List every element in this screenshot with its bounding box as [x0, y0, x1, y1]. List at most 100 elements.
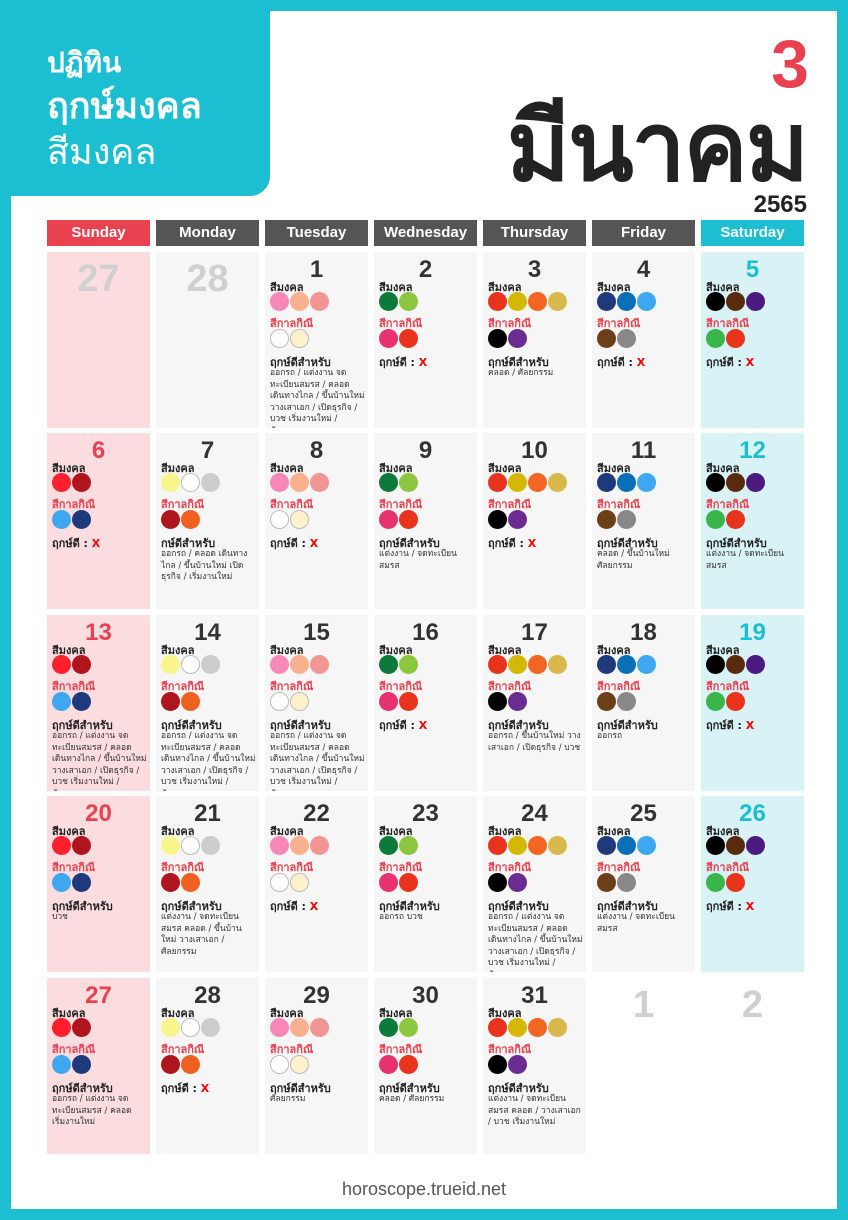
day-cell[interactable]: 28 สีมงคล สีกาลกิณี ฤกษ์ดี : X — [156, 978, 259, 1154]
color-swatch — [597, 473, 616, 492]
color-swatch — [726, 329, 745, 348]
lucky-color-swatches — [597, 836, 656, 855]
color-swatch — [706, 473, 725, 492]
day-cell[interactable]: 30 สีมงคล สีกาลกิณี ฤกษ์ดีสำหรับ คลอด / ศัลย… — [374, 978, 477, 1154]
color-swatch — [161, 1018, 180, 1037]
day-cell[interactable]: 22 สีมงคล สีกาลกิณี ฤกษ์ดี : X — [265, 796, 368, 972]
color-swatch — [181, 692, 200, 711]
auspicious-activities: แต่งงาน / จดทะเบียนสมรส คลอด / ขึ้นบ้านใ… — [161, 912, 242, 957]
day-number: 2 — [741, 984, 764, 1026]
day-cell[interactable]: 18 สีมงคล สีกาลกิณี ฤกษ์ดีสำหรับ ออกรถ — [592, 615, 695, 791]
lucky-color-swatches — [706, 836, 765, 855]
footer-url[interactable]: horoscope.trueid.net — [341, 1179, 507, 1199]
color-swatch — [617, 329, 636, 348]
color-swatch — [52, 1055, 71, 1074]
color-swatch — [52, 692, 71, 711]
lucky-color-swatches — [270, 655, 329, 674]
day-cell[interactable]: 9 สีมงคล สีกาลกิณี ฤกษ์ดีสำหรับ แต่งงาน / จด… — [374, 433, 477, 609]
color-swatch — [746, 836, 765, 855]
day-cell[interactable]: 27 สีมงคล สีกาลกิณี ฤกษ์ดีสำหรับ ออกรถ / แต่… — [47, 978, 150, 1154]
color-swatch — [72, 1055, 91, 1074]
day-cell[interactable]: 3 สีมงคล สีกาลกิณี ฤกษ์ดีสำหรับ คลอด / ศัลยก… — [483, 252, 586, 428]
unlucky-color-swatches — [597, 329, 636, 348]
day-cell[interactable]: 2 สีมงคล สีกาลกิณี ฤกษ์ดี : X — [374, 252, 477, 428]
color-swatch — [181, 873, 200, 892]
day-cell[interactable]: 12 สีมงคล สีกาลกิณี ฤกษ์ดีสำหรับ แต่งงาน / จ… — [701, 433, 804, 609]
day-cell[interactable]: 13 สีมงคล สีกาลกิณี ฤกษ์ดีสำหรับ ออกรถ / แต่… — [47, 615, 150, 791]
day-cell[interactable]: 4 สีมงคล สีกาลกิณี ฤกษ์ดี : X — [592, 252, 695, 428]
color-swatch — [528, 836, 547, 855]
day-cell[interactable]: 16 สีมงคล สีกาลกิณี ฤกษ์ดี : X — [374, 615, 477, 791]
auspicious-activities: ออกรถ บวช — [379, 912, 423, 922]
unlucky-color-label: สีกาลกิณี — [488, 1043, 532, 1056]
day-cell[interactable]: 23 สีมงคล สีกาลกิณี ฤกษ์ดีสำหรับ ออกรถ บวช — [374, 796, 477, 972]
day-cell[interactable]: 14 สีมงคล สีกาลกิณี ฤกษ์ดีสำหรับ ออกรถ / แต่… — [156, 615, 259, 791]
day-number: 10 — [521, 437, 548, 464]
color-swatch — [399, 655, 418, 674]
unlucky-color-label: สีกาลกิณี — [161, 680, 205, 693]
day-cell[interactable]: 2 — [701, 978, 804, 1154]
color-swatch — [290, 655, 309, 674]
lucky-color-label: สีมงคล — [706, 644, 740, 657]
weekday-header-friday: Friday — [592, 220, 695, 246]
day-cell[interactable]: 11 สีมงคล สีกาลกิณี ฤกษ์ดีสำหรับ คลอด / ขึ้น… — [592, 433, 695, 609]
unlucky-color-label: สีกาลกิณี — [270, 317, 314, 330]
auspicious-label: ฤกษ์ดีสำหรับ — [52, 1082, 113, 1095]
day-cell[interactable]: 17 สีมงคล สีกาลกิณี ฤกษ์ดีสำหรับ ออกรถ / ขึ้… — [483, 615, 586, 791]
unlucky-color-swatches — [270, 329, 309, 348]
lucky-color-swatches — [379, 1018, 418, 1037]
day-cell[interactable]: 21 สีมงคล สีกาลกิณี ฤกษ์ดีสำหรับ แต่งงาน / จ… — [156, 796, 259, 972]
day-cell[interactable]: 10 สีมงคล สีกาลกิณี ฤกษ์ดี : X — [483, 433, 586, 609]
color-swatch — [290, 292, 309, 311]
lucky-color-label: สีมงคล — [488, 462, 522, 475]
color-swatch — [746, 655, 765, 674]
lucky-color-label: สีมงคล — [706, 462, 740, 475]
day-cell[interactable]: 1 สีมงคล สีกาลกิณี ฤกษ์ดีสำหรับ ออกรถ / แต่ง… — [265, 252, 368, 428]
lucky-color-swatches — [270, 1018, 329, 1037]
day-number: 31 — [521, 982, 548, 1009]
day-cell[interactable]: 26 สีมงคล สีกาลกิณี ฤกษ์ดี : X — [701, 796, 804, 972]
color-swatch — [290, 1055, 309, 1074]
day-number: 22 — [303, 800, 330, 827]
color-swatch — [488, 329, 507, 348]
color-swatch — [488, 473, 507, 492]
color-swatch — [310, 1018, 329, 1037]
day-cell[interactable]: 31 สีมงคล สีกาลกิณี ฤกษ์ดีสำหรับ แต่งงาน / จ… — [483, 978, 586, 1154]
day-cell[interactable]: 28 — [156, 252, 259, 428]
day-cell[interactable]: 8 สีมงคล สีกาลกิณี ฤกษ์ดี : X — [265, 433, 368, 609]
unlucky-color-swatches — [706, 692, 745, 711]
lucky-color-swatches — [379, 836, 418, 855]
color-swatch — [617, 473, 636, 492]
lucky-color-swatches — [597, 473, 656, 492]
day-cell[interactable]: 7 สีมงคล สีกาลกิณี กษ์ดีสำหรับ ออกรถ / คลอด … — [156, 433, 259, 609]
day-cell[interactable]: 19 สีมงคล สีกาลกิณี ฤกษ์ดี : X — [701, 615, 804, 791]
unlucky-color-label: สีกาลกิณี — [379, 680, 423, 693]
day-number: 17 — [521, 619, 548, 646]
day-cell[interactable]: 27 — [47, 252, 150, 428]
day-cell[interactable]: 29 สีมงคล สีกาลกิณี ฤกษ์ดีสำหรับ ศัลยกรรม — [265, 978, 368, 1154]
color-swatch — [706, 873, 725, 892]
auspicious-activities: ออกรถ — [597, 731, 623, 741]
weekday-header-wednesday: Wednesday — [374, 220, 477, 246]
color-swatch — [706, 836, 725, 855]
lucky-color-swatches — [597, 655, 656, 674]
day-cell[interactable]: 20 สีมงคล สีกาลกิณี ฤกษ์ดีสำหรับ บวช — [47, 796, 150, 972]
color-swatch — [706, 692, 725, 711]
day-cell[interactable]: 6 สีมงคล สีกาลกิณี ฤกษ์ดี : X — [47, 433, 150, 609]
day-cell[interactable]: 1 — [592, 978, 695, 1154]
auspicious-activities: ออกรถ / ขึ้นบ้านใหม่ วางเสาเอก / เปิดธุร… — [488, 731, 581, 753]
day-cell[interactable]: 15 สีมงคล สีกาลกิณี ฤกษ์ดีสำหรับ ออกรถ / แต่… — [265, 615, 368, 791]
color-swatch — [201, 1018, 220, 1037]
day-cell[interactable]: 24 สีมงคล สีกาลกิณี ฤกษ์ดีสำหรับ ออกรถ / แต่… — [483, 796, 586, 972]
color-swatch — [72, 510, 91, 529]
auspicious-label: ฤกษ์ดีสำหรับ — [379, 1082, 440, 1095]
day-number: 19 — [739, 619, 766, 646]
day-number: 12 — [739, 437, 766, 464]
auspicious-label: ฤกษ์ดีสำหรับ — [379, 900, 440, 913]
day-cell[interactable]: 25 สีมงคล สีกาลกิณี ฤกษ์ดีสำหรับ แต่งงาน / จ… — [592, 796, 695, 972]
day-cell[interactable]: 5 สีมงคล สีกาลกิณี ฤกษ์ดี : X — [701, 252, 804, 428]
auspicious-activities: แต่งงาน / จดทะเบียนสมรส — [706, 549, 784, 571]
color-swatch — [52, 836, 71, 855]
color-swatch — [746, 292, 765, 311]
color-swatch — [548, 836, 567, 855]
